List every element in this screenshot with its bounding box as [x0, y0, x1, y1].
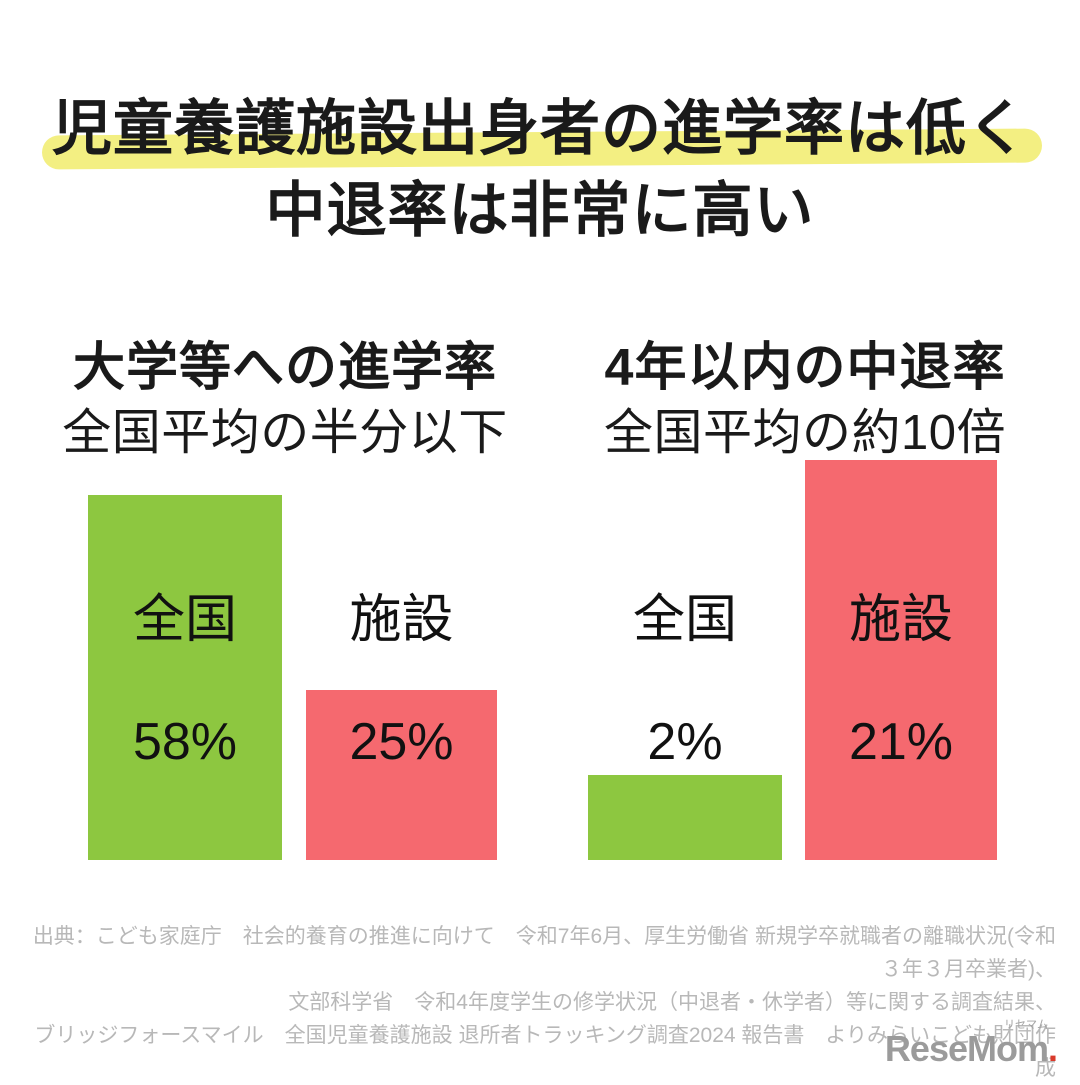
page-title-line2: 中退率は非常に高い: [266, 170, 815, 252]
value-right-facility: 21%: [848, 713, 954, 771]
source-line-3: ブリッジフォースマイル 全国児童養護施設 退所者トラッキング調査2024 報告書…: [34, 1024, 1056, 1080]
left-chart-title: 大学等への進学率: [72, 339, 497, 397]
source-credits: 出典：こども家庭庁 社会的養育の推進に向けて 令和7年6月、厚生労働省 新規学卒…: [18, 920, 1056, 1085]
label-left-national-category: 全国: [132, 591, 237, 649]
value-left-facility: 25%: [349, 713, 454, 771]
page-title-line2-text: 中退率は非常に高い: [265, 177, 815, 244]
right-chart-subtitle: 全国平均の約10倍: [603, 406, 1006, 460]
bar-left-national: [88, 495, 282, 860]
bar-right-facility: [805, 460, 997, 860]
source-line-2: 文部科学省 令和4年度学生の修学状況（中退者・休学者）等に関する調査結果、: [288, 991, 1056, 1014]
resemom-logo-dot: .: [1047, 1028, 1058, 1069]
left-chart-heading: 大学等への進学率 全国平均の半分以下: [15, 337, 555, 463]
label-right-facility-category: 施設: [848, 591, 953, 649]
page-title-line1: 児童養護施設出身者の進学率は低く: [41, 88, 1043, 170]
value-left-national: 58%: [132, 713, 238, 771]
bar-right-national: [588, 775, 782, 860]
value-right-national: 2%: [647, 713, 723, 771]
left-chart-subtitle: 全国平均の半分以下: [62, 406, 508, 460]
label-right-national-category: 全国: [632, 591, 737, 649]
right-chart-title: 4年以内の中退率: [604, 339, 1006, 397]
resemom-logo-text: ReseMom: [884, 1028, 1049, 1069]
resemom-logo-ruby: リセマム: [1004, 1019, 1048, 1031]
right-chart-heading: 4年以内の中退率 全国平均の約10倍: [545, 337, 1065, 463]
label-left-facility-category: 施設: [349, 591, 454, 649]
bar-left-facility: [306, 690, 497, 860]
resemom-logo: リセマム ReseMom.: [885, 1016, 1058, 1070]
page-title-line1-text: 児童養護施設出身者の進学率は低く: [52, 95, 1028, 162]
bar-chart-area: 全国 施設 全国 施設 58% 25% 2% 21%: [0, 440, 1080, 860]
page-title: 児童養護施設出身者の進学率は低く 中退率は非常に高い: [0, 88, 1080, 252]
source-line-1: 出典：こども家庭庁 社会的養育の推進に向けて 令和7年6月、厚生労働省 新規学卒…: [32, 925, 1056, 981]
